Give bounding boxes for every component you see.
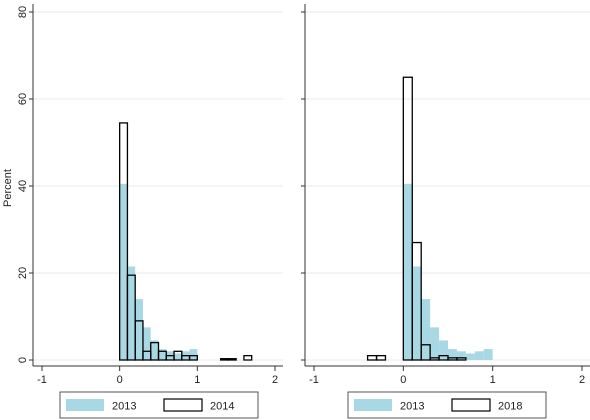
bar-2018-2 — [402, 76, 413, 361]
bar-2013-8 — [474, 351, 484, 360]
bar-2013-4 — [150, 340, 159, 360]
right-panel: -1 0 1 2 2013 2018 — [301, 4, 590, 419]
bar-2013-9 — [189, 349, 198, 360]
bar-2018-8 — [456, 357, 467, 361]
plot-region — [305, 4, 590, 366]
legend-label-2014: 2014 — [210, 401, 234, 413]
x-tick-label: 2 — [579, 374, 585, 386]
bar-2013-2 — [135, 299, 143, 360]
bar-2018-3 — [411, 241, 422, 361]
bar-2013-4 — [439, 340, 448, 360]
bar-2013-1 — [412, 266, 422, 360]
bar-2013-3 — [142, 327, 151, 360]
bar-2014-2 — [134, 320, 144, 361]
legend-key-2013 — [66, 399, 104, 411]
legend-key-2013 — [354, 399, 392, 411]
x-tick-label: -1 — [37, 374, 47, 386]
legend-key-2018 — [451, 398, 491, 412]
bar-2013-9 — [483, 349, 493, 360]
x-tick-label: 1 — [194, 374, 200, 386]
bar-2018-1 — [375, 354, 387, 361]
legend-label-2018: 2018 — [498, 401, 522, 413]
y-tick-label: 80 — [17, 6, 29, 18]
y-tick-label: 0 — [17, 357, 29, 363]
bar-2013-6 — [456, 351, 466, 360]
y-axis-label: Percent — [2, 169, 14, 207]
bar-2013-5 — [158, 349, 167, 360]
bar-2013-2 — [421, 299, 431, 360]
x-tick-label: 1 — [490, 374, 496, 386]
bar-2013-7 — [174, 353, 182, 360]
bar-2013-5 — [448, 349, 457, 360]
x-tick-label: 2 — [272, 374, 278, 386]
bar-2013-0 — [119, 183, 128, 360]
bar-2013-1 — [127, 266, 136, 360]
bar-2013-0 — [403, 183, 413, 360]
bar-2014-0 — [119, 122, 129, 361]
bar-2018-4 — [420, 344, 431, 361]
left-panel: 0 20 40 60 80 Percent -1 0 1 2 2013 2014 — [2, 4, 283, 419]
plot-region — [33, 4, 283, 366]
bar-2014-12 — [243, 354, 253, 361]
x-tick-label: -1 — [309, 374, 319, 386]
bar-2013-7 — [465, 353, 475, 360]
y-tick-label: 60 — [17, 93, 29, 105]
legend-label-2013: 2013 — [400, 401, 424, 413]
y-tick-label: 40 — [17, 180, 29, 192]
legend-key-2014 — [163, 398, 203, 412]
x-tick-label: 0 — [400, 374, 406, 386]
bar-2014-11 — [227, 358, 237, 361]
bar-2014-1 — [126, 274, 136, 361]
bar-2014-9 — [188, 354, 198, 361]
x-tick-label: 0 — [117, 374, 123, 386]
legend-label-2013: 2013 — [112, 401, 136, 413]
y-tick-label: 20 — [17, 267, 29, 279]
bar-2013-3 — [430, 327, 440, 360]
